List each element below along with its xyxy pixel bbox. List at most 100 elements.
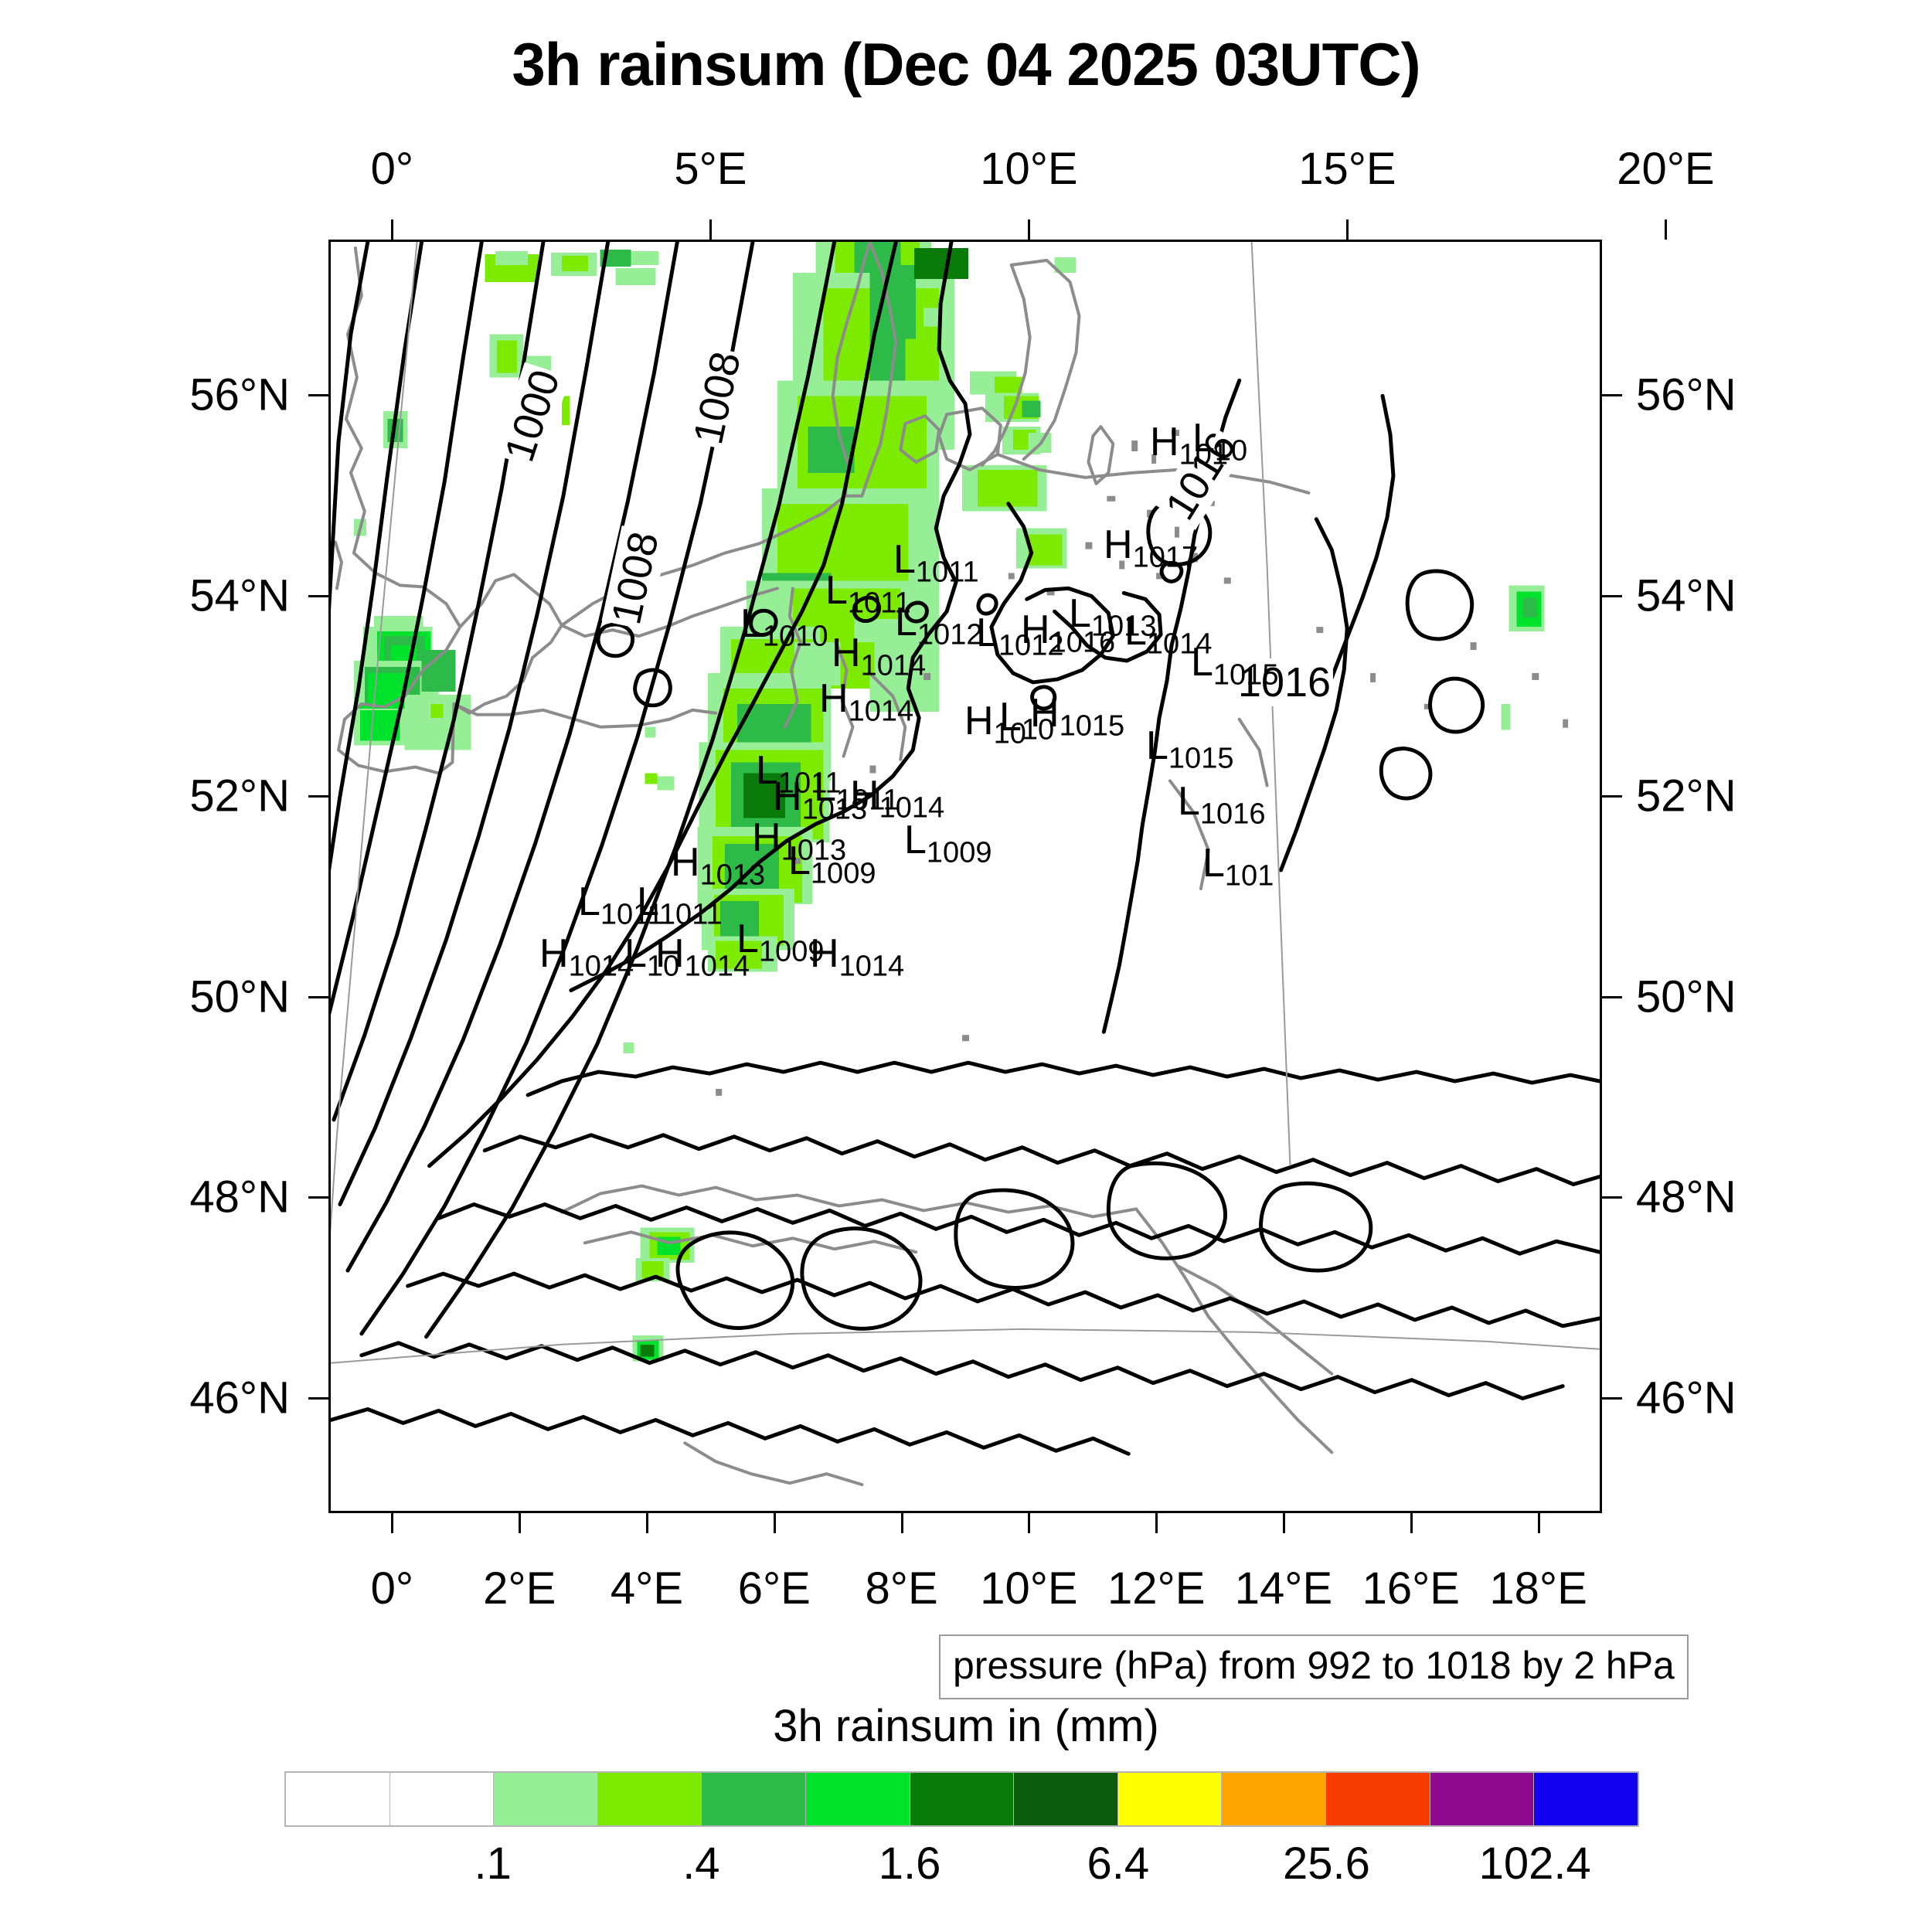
pressure-marker-value: 1009	[758, 935, 825, 968]
precipitation-shading	[353, 242, 1545, 1362]
pressure-marker-value: 101	[1179, 438, 1228, 471]
pressure-marker-value: 1010	[762, 620, 828, 653]
colorbar-segment-0[interactable]	[286, 1773, 390, 1825]
pressure-marker-low-6: L1010	[740, 604, 828, 651]
pressure-marker-value: 1013	[699, 859, 766, 892]
pressure-marker-high-33: H1014	[655, 934, 750, 981]
colorbar-tick-label-3: 6.4	[1087, 1838, 1150, 1889]
pressure-marker-type: L	[788, 838, 811, 883]
colorbar-segment-3[interactable]	[597, 1773, 702, 1825]
pressure-marker-type: H	[1150, 420, 1179, 464]
pressure-marker-type: L	[1178, 779, 1200, 824]
pressure-marker-type: L	[740, 601, 763, 646]
pressure-marker-value: 1011	[835, 784, 900, 817]
tick-mark-bottom-8	[1410, 1513, 1413, 1533]
pressure-marker-type: H	[539, 931, 569, 976]
pressure-marker-type: L	[1192, 416, 1215, 461]
page-title: 3h rainsum (Dec 04 2025 03UTC)	[512, 30, 1420, 98]
axis-tick-right-1: 54°N	[1636, 570, 1736, 621]
axis-tick-bottom-5: 10°E	[980, 1563, 1078, 1614]
pressure-marker-type: L	[756, 748, 778, 793]
pressure-marker-value: 1014	[860, 649, 927, 682]
pressure-marker-value: 1011	[658, 898, 723, 931]
axis-tick-left-0: 56°N	[189, 369, 290, 420]
pressure-marker-value: 1015	[1213, 658, 1279, 692]
colorbar-segment-12[interactable]	[1534, 1773, 1638, 1825]
pressure-marker-value: 10	[1214, 434, 1248, 468]
axis-tick-bottom-8: 16°E	[1362, 1563, 1460, 1614]
pressure-marker-low-5: L1013	[1069, 594, 1156, 641]
pressure-marker-high-34: H1014	[810, 934, 904, 981]
pressure-marker-low-27: L101	[1202, 843, 1274, 890]
axis-tick-top-4: 20°E	[1617, 144, 1715, 194]
pressure-marker-type: L	[999, 695, 1022, 740]
pressure-marker-value: 1011	[847, 587, 911, 620]
colorbar-segment-10[interactable]	[1326, 1773, 1430, 1825]
axis-tick-bottom-4: 8°E	[865, 1563, 938, 1614]
colorbar-segment-9[interactable]	[1222, 1773, 1327, 1825]
pressure-marker-high-12: H1014	[832, 633, 926, 680]
tick-mark-left-3	[308, 995, 328, 998]
axis-tick-bottom-1: 2°E	[483, 1563, 556, 1614]
pressure-marker-type: L	[1146, 723, 1168, 768]
colorbar-segment-6[interactable]	[910, 1773, 1015, 1825]
axis-tick-bottom-0: 0°	[370, 1563, 414, 1614]
axis-tick-left-4: 48°N	[189, 1172, 290, 1223]
axis-tick-bottom-7: 14°E	[1234, 1563, 1333, 1614]
tick-mark-right-4	[1602, 1196, 1622, 1199]
pressure-marker-low-30: L1009	[736, 919, 824, 966]
pressure-marker-type: H	[671, 840, 700, 885]
pressure-marker-low-29: L1011	[637, 882, 723, 929]
colorbar-segment-2[interactable]	[494, 1773, 598, 1825]
pressure-marker-type: H	[819, 676, 849, 721]
axis-tick-bottom-2: 4°E	[610, 1563, 684, 1614]
pressure-marker-type: H	[832, 631, 861, 675]
colorbar-segment-8[interactable]	[1117, 1773, 1223, 1825]
pressure-marker-type: H	[1104, 522, 1133, 567]
pressure-marker-type: L	[814, 765, 836, 810]
tick-mark-bottom-0	[391, 1513, 394, 1533]
colorbar-tick-label-2: 1.6	[878, 1838, 941, 1889]
pressure-marker-low-26: L1009	[788, 841, 876, 888]
axis-tick-right-2: 52°N	[1636, 770, 1736, 821]
tick-mark-top-0	[391, 219, 394, 240]
colorbar-tick-label-4: 25.6	[1283, 1838, 1370, 1889]
pressure-marker-value: 101	[1224, 859, 1274, 893]
pressure-marker-type: H	[655, 931, 685, 976]
axis-tick-left-1: 54°N	[189, 570, 290, 621]
axis-tick-left-3: 50°N	[189, 971, 290, 1022]
tick-mark-top-2	[1028, 219, 1031, 240]
pressure-marker-high-31: H1014	[539, 934, 634, 981]
pressure-marker-type: L	[1124, 609, 1147, 654]
pressure-marker-value: 1016	[1199, 798, 1266, 831]
axis-tick-top-0: 0°	[370, 144, 414, 194]
colorbar-segment-5[interactable]	[806, 1773, 910, 1825]
tick-mark-bottom-1	[519, 1513, 522, 1533]
pressure-marker-type: L	[1202, 841, 1225, 886]
pressure-marker-high-14: H10	[964, 701, 1026, 748]
axis-tick-right-5: 46°N	[1636, 1372, 1736, 1423]
map-panel[interactable]: 1000 1008 1008 1016 1016 H101 L10 H1017 L1011 L1…	[328, 240, 1602, 1513]
tick-mark-right-5	[1602, 1396, 1622, 1400]
tick-mark-bottom-2	[646, 1513, 648, 1533]
colorbar-title: 3h rainsum in (mm)	[773, 1701, 1159, 1751]
pressure-marker-high-0: H101	[1150, 422, 1228, 469]
pressure-marker-high-9: H1016	[1021, 610, 1115, 657]
tick-mark-left-2	[308, 795, 328, 798]
colorbar-segment-1[interactable]	[389, 1773, 495, 1825]
tick-mark-bottom-7	[1283, 1513, 1285, 1533]
axis-tick-bottom-6: 12°E	[1107, 1563, 1206, 1614]
pressure-marker-high-21: H1014	[850, 775, 944, 822]
colorbar-segment-11[interactable]	[1430, 1773, 1535, 1825]
pressure-marker-value: 10	[1021, 713, 1055, 747]
tick-mark-bottom-5	[1028, 1513, 1031, 1533]
tick-mark-right-3	[1602, 995, 1622, 998]
colorbar-segment-7[interactable]	[1014, 1773, 1118, 1825]
pressure-marker-value: 1014	[684, 950, 750, 983]
pressure-marker-type: H	[810, 931, 839, 976]
colorbar[interactable]	[284, 1771, 1639, 1827]
pressure-marker-high-16: H1015	[1030, 693, 1124, 740]
axis-tick-top-2: 10°E	[980, 144, 1078, 194]
pressure-marker-high-23: H1013	[752, 818, 846, 865]
colorbar-segment-4[interactable]	[702, 1773, 807, 1825]
